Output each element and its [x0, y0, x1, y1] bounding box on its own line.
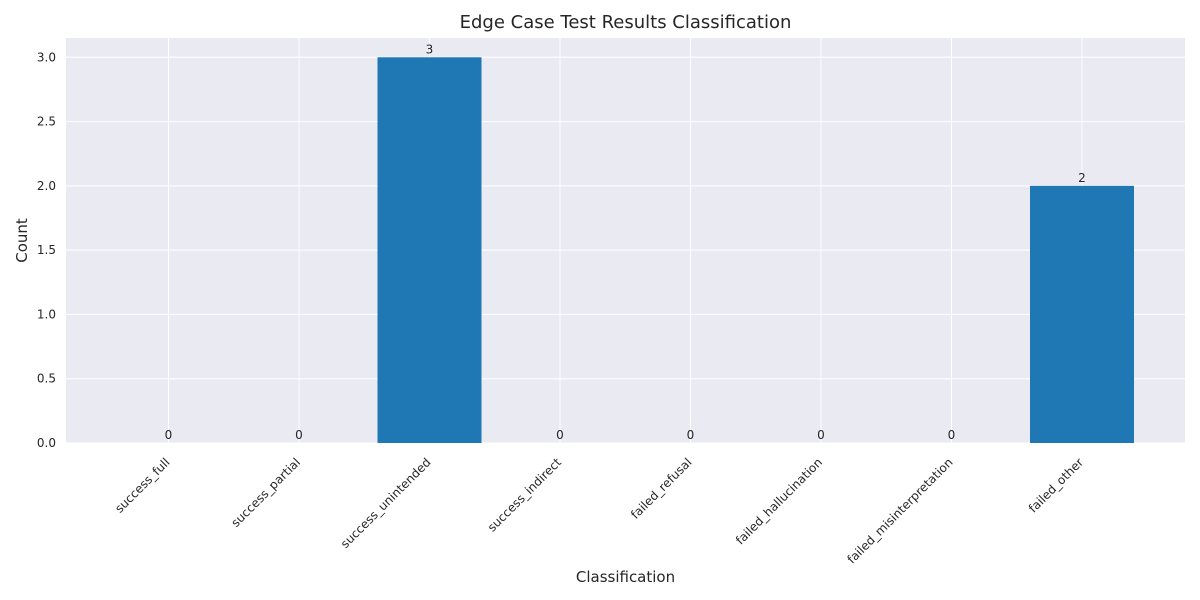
- data-label: 0: [165, 428, 173, 442]
- y-tick-label: 2.0: [37, 179, 56, 193]
- y-axis-ticks: 0.0 0.5 1.0 1.5 2.0 2.5 3.0: [37, 50, 56, 450]
- data-labels: 0 0 3 0 0 0 0 2: [165, 42, 1086, 442]
- bar-success-unintended: [377, 57, 482, 444]
- y-tick-label: 0.5: [37, 372, 56, 386]
- y-tick-label: 3.0: [37, 50, 56, 64]
- data-label: 0: [556, 428, 564, 442]
- y-tick-label: 0.0: [37, 436, 56, 450]
- bar-failed-other: [1030, 185, 1134, 443]
- data-label: 0: [948, 428, 956, 442]
- y-tick-label: 1.5: [37, 243, 56, 257]
- data-label: 3: [426, 42, 434, 56]
- bars: [377, 57, 1134, 444]
- data-label: 0: [295, 428, 303, 442]
- y-tick-label: 1.0: [37, 307, 56, 321]
- x-axis-label: Classification: [576, 568, 675, 586]
- chart-title: Edge Case Test Results Classification: [460, 12, 792, 33]
- y-tick-label: 2.5: [37, 115, 56, 129]
- data-label: 0: [817, 428, 825, 442]
- data-label: 0: [687, 428, 695, 442]
- plot-area: [66, 38, 1185, 443]
- y-axis-label: Count: [13, 218, 31, 263]
- data-label: 2: [1078, 171, 1086, 185]
